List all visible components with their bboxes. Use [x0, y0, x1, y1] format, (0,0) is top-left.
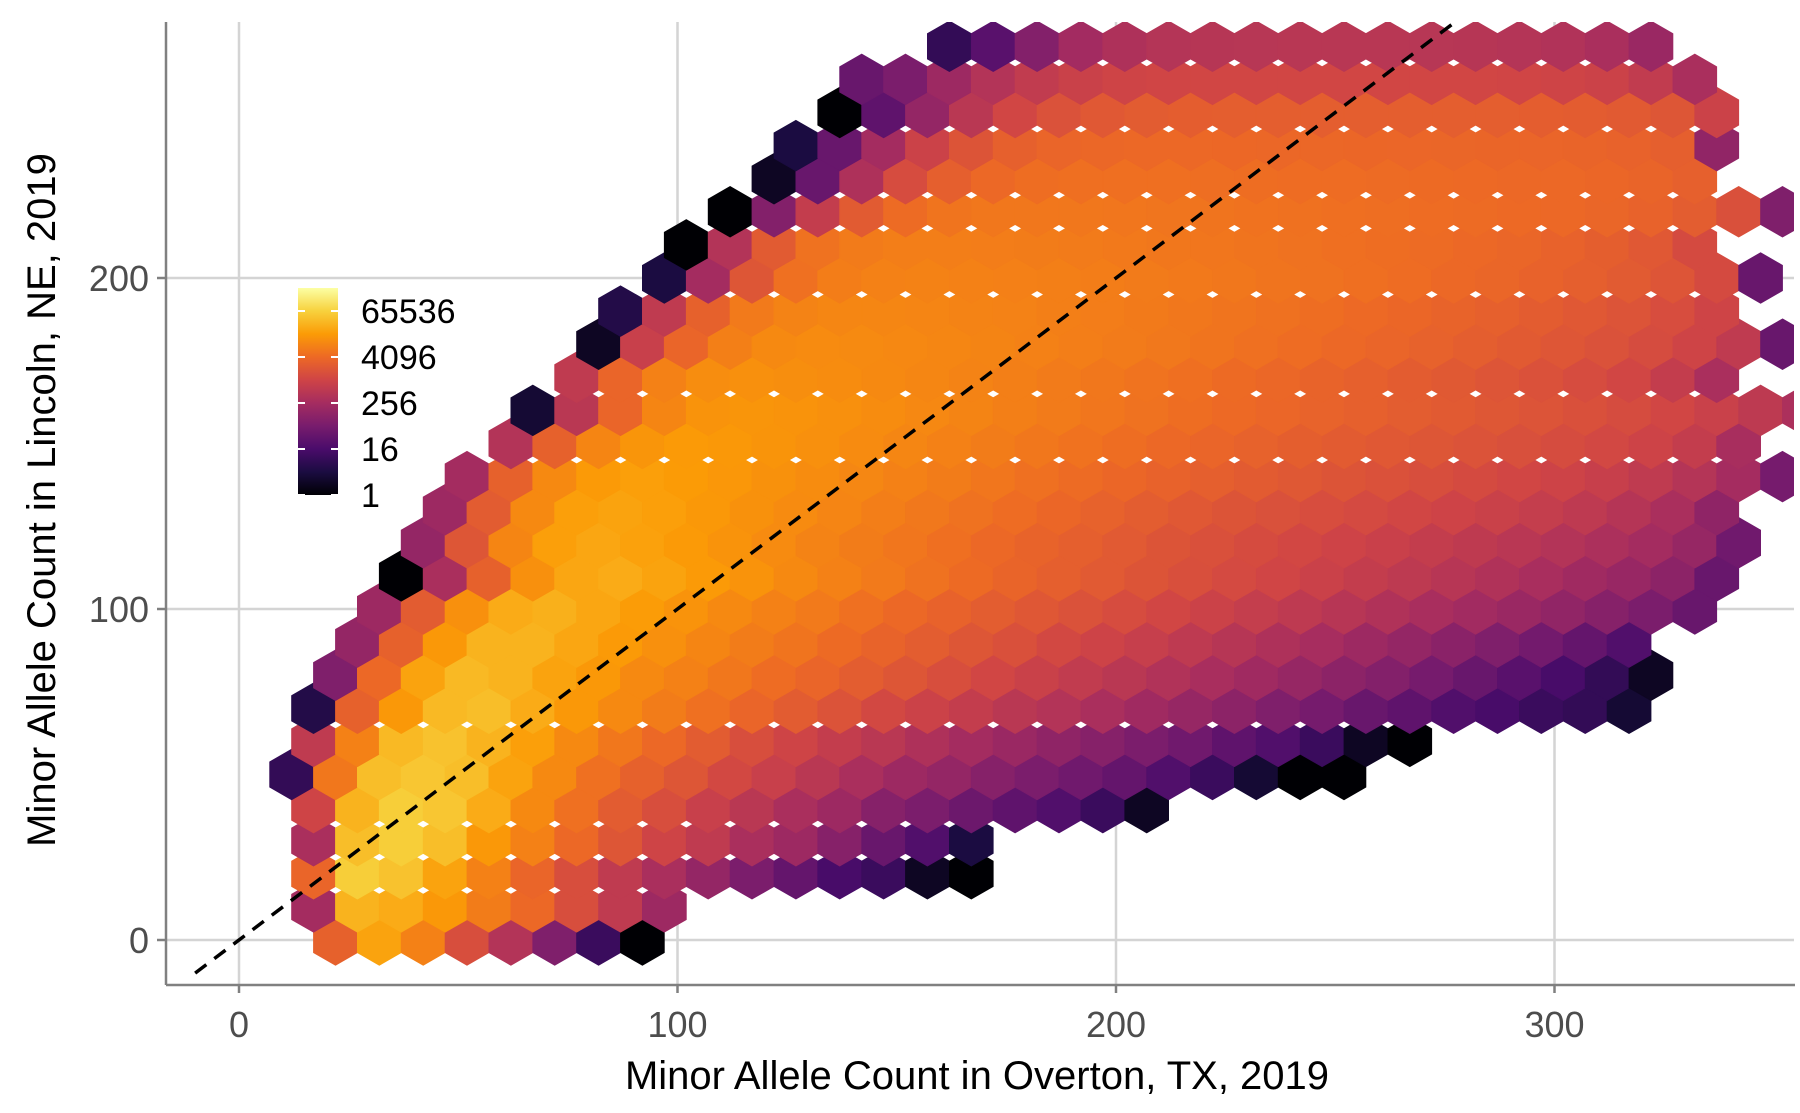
- x-tick-label: 0: [229, 1004, 249, 1045]
- hex-bin: [1760, 450, 1794, 503]
- hex-bin: [1694, 119, 1740, 172]
- hex-bin: [642, 881, 687, 933]
- hex-bin: [1782, 390, 1794, 431]
- hex-bin: [1760, 318, 1794, 370]
- y-tick-label: 200: [89, 258, 149, 299]
- hex-bin: [1628, 22, 1674, 73]
- hex-bin: [949, 848, 994, 900]
- x-tick-label: 300: [1524, 1004, 1584, 1045]
- hex-bin: [949, 814, 994, 867]
- y-tick-label: 100: [89, 589, 149, 630]
- hex-bin: [1387, 715, 1433, 768]
- y-tick-label: 0: [129, 920, 149, 961]
- identity-reference-line: [194, 22, 1459, 975]
- legend-label: 1: [361, 477, 380, 515]
- legend-label: 256: [361, 385, 418, 423]
- axes: [164, 22, 1795, 987]
- legend-label: 4096: [361, 339, 437, 377]
- hex-bin: [1716, 186, 1761, 238]
- legend-label: 65536: [361, 293, 456, 331]
- hexbin-cells: [269, 22, 1794, 966]
- x-tick-label: 200: [1086, 1004, 1146, 1045]
- hex-bin: [1672, 53, 1718, 106]
- legend-colorbar: [298, 288, 338, 495]
- color-legend: 65536 4096 256 16 1: [298, 288, 456, 515]
- x-tick-label: 100: [647, 1004, 707, 1045]
- hex-bin: [1672, 219, 1718, 271]
- legend-ticks: 65536 4096 256 16 1: [298, 293, 456, 515]
- axis-ticks: 0 100 200 300 0 100 200: [89, 258, 1585, 1045]
- hex-bin: [1760, 186, 1794, 238]
- hex-bin: [1738, 252, 1783, 304]
- hex-bin: [1694, 285, 1740, 337]
- x-axis-title: Minor Allele Count in Overton, TX, 2019: [625, 1054, 1329, 1098]
- legend-label: 16: [361, 431, 399, 469]
- y-axis-title: Minor Allele Count in Lincoln, NE, 2019: [20, 153, 64, 847]
